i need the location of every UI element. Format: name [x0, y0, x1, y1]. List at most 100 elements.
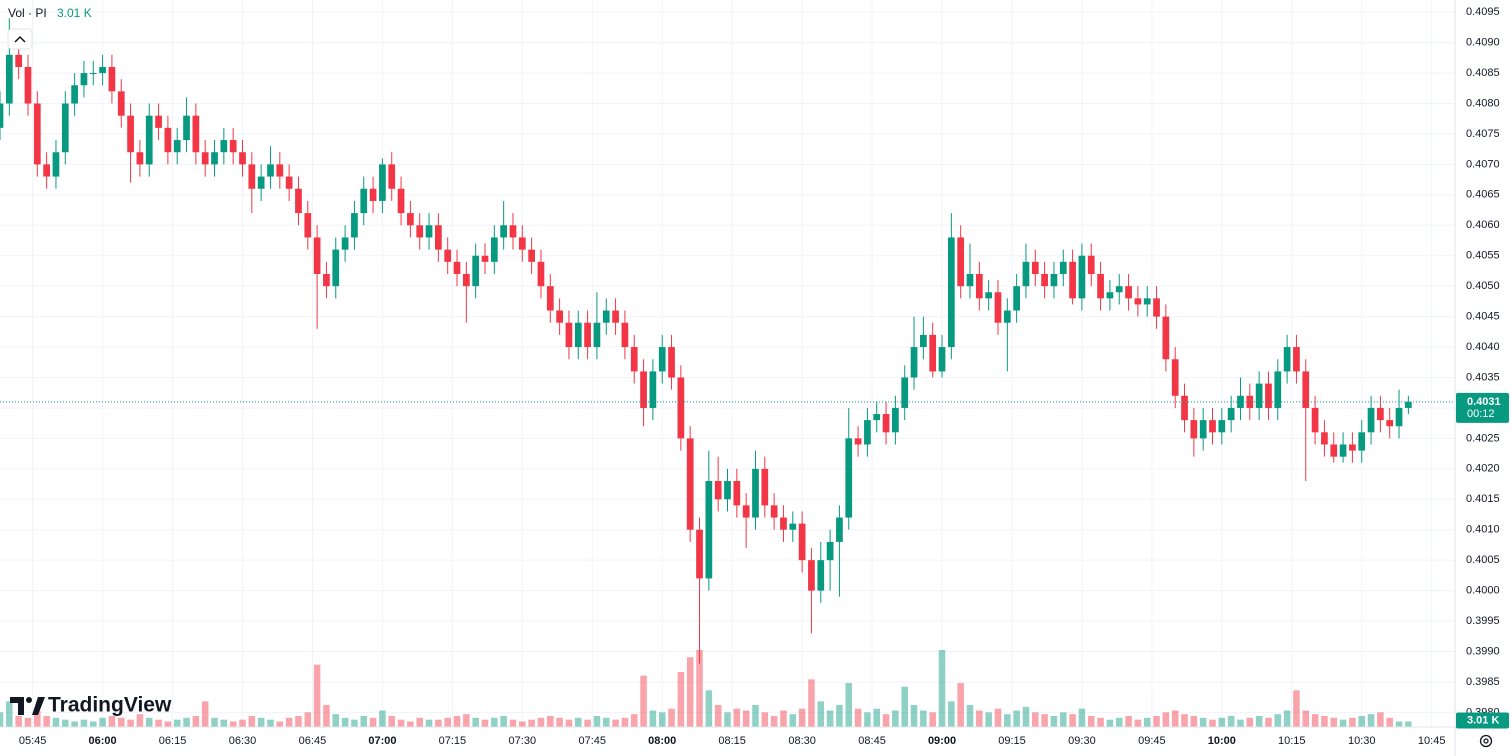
volume-bar — [295, 716, 302, 727]
candle-body — [267, 164, 274, 177]
candle-body — [164, 127, 172, 153]
candle-body — [173, 140, 181, 153]
x-tick-label: 09:00 — [928, 735, 956, 747]
candle-body — [481, 255, 489, 262]
candle-body — [817, 560, 825, 591]
volume-bar — [1293, 690, 1300, 727]
countdown: 00:12 — [1467, 408, 1495, 420]
volume-bar — [910, 705, 918, 727]
volume-bar — [761, 712, 769, 727]
volume-bar — [537, 717, 545, 727]
axes: 0.39800.39850.39900.39950.40000.40050.40… — [0, 6, 1509, 747]
volume-bar — [1022, 706, 1030, 727]
candle-body — [220, 140, 228, 153]
candle-body — [1115, 286, 1123, 293]
volume-bar — [528, 719, 535, 727]
volume-bar — [1143, 717, 1151, 727]
volume-bar — [192, 716, 200, 727]
candle-body — [52, 152, 60, 177]
candle-body — [826, 541, 834, 561]
volume-bar — [1265, 717, 1272, 727]
candle-body — [593, 322, 601, 348]
volume-bar — [575, 717, 582, 727]
volume-bar — [164, 721, 172, 727]
y-tick-label: 0.4080 — [1466, 97, 1500, 109]
candle-body — [313, 237, 321, 274]
volume-bar — [211, 717, 218, 727]
x-tick-label: 08:30 — [788, 735, 816, 747]
volume-bar — [117, 717, 125, 727]
candle-body — [1087, 255, 1095, 274]
volume-bar — [435, 719, 442, 727]
candle-body — [276, 164, 284, 177]
candle-body — [742, 505, 750, 518]
candle-body — [1265, 383, 1272, 408]
volume-bar — [929, 712, 936, 727]
candle-body — [435, 225, 442, 250]
candle-body — [696, 529, 703, 579]
candle-body — [1022, 261, 1030, 287]
candle-body — [360, 188, 368, 214]
candle-body — [1041, 273, 1048, 287]
volume-bar — [1358, 716, 1365, 727]
candle-body — [1190, 420, 1198, 439]
candle-body — [155, 115, 162, 128]
volume-bar — [229, 721, 237, 727]
candle-body — [1367, 407, 1375, 433]
volume-bar — [173, 719, 181, 727]
x-tick-label: 06:30 — [229, 735, 257, 747]
volume-bar — [621, 717, 629, 727]
candle-body — [518, 237, 526, 250]
candle-body — [649, 371, 657, 408]
candle-body — [1031, 261, 1039, 274]
candle-body — [33, 103, 41, 165]
volume-bar — [248, 716, 256, 727]
brand: TradingView — [48, 694, 172, 717]
candle-body — [957, 237, 965, 287]
volume-pane — [0, 650, 1412, 727]
settings-button[interactable] — [1479, 734, 1493, 748]
candle-body — [1013, 286, 1020, 311]
volume-bar — [276, 721, 284, 727]
candle-body — [332, 249, 340, 287]
volume-bar — [677, 672, 685, 727]
candle-body — [574, 322, 582, 348]
candle-body — [1395, 407, 1403, 427]
candle-body — [668, 347, 675, 378]
x-tick-label: 09:15 — [998, 735, 1026, 747]
candle-body — [836, 517, 843, 542]
y-tick-label: 0.4010 — [1466, 524, 1500, 536]
candle-body — [136, 152, 144, 165]
volume-bar — [0, 712, 4, 727]
y-tick-label: 0.4025 — [1466, 432, 1500, 444]
candle-body — [789, 523, 797, 530]
candle-body — [257, 176, 265, 189]
candle-body — [1171, 359, 1179, 396]
candle-body — [71, 85, 78, 104]
volume-bar — [1050, 716, 1058, 727]
volume-bar — [1246, 717, 1254, 727]
candle-body — [239, 152, 246, 165]
candle-body — [686, 438, 694, 530]
y-tick-label: 0.4070 — [1466, 158, 1500, 170]
candle-body — [920, 334, 927, 348]
candle-body — [1181, 395, 1188, 421]
volume-bar — [416, 717, 423, 727]
candle-body — [947, 237, 955, 348]
collapse-button[interactable] — [7, 28, 33, 50]
candle-body — [1209, 420, 1216, 433]
volume-bar — [873, 708, 880, 727]
volume-bar — [630, 714, 638, 727]
volume-bar — [145, 717, 153, 727]
candle-body — [108, 66, 116, 92]
volume-bar — [789, 714, 797, 727]
volume-bar — [1283, 710, 1291, 727]
volume-bar — [332, 714, 340, 727]
volume-bar — [565, 719, 573, 727]
volume-bar — [267, 719, 274, 727]
candle-body — [1386, 420, 1394, 427]
volume-legend-value: 3.01 K — [57, 6, 92, 20]
candle-body — [462, 273, 470, 287]
